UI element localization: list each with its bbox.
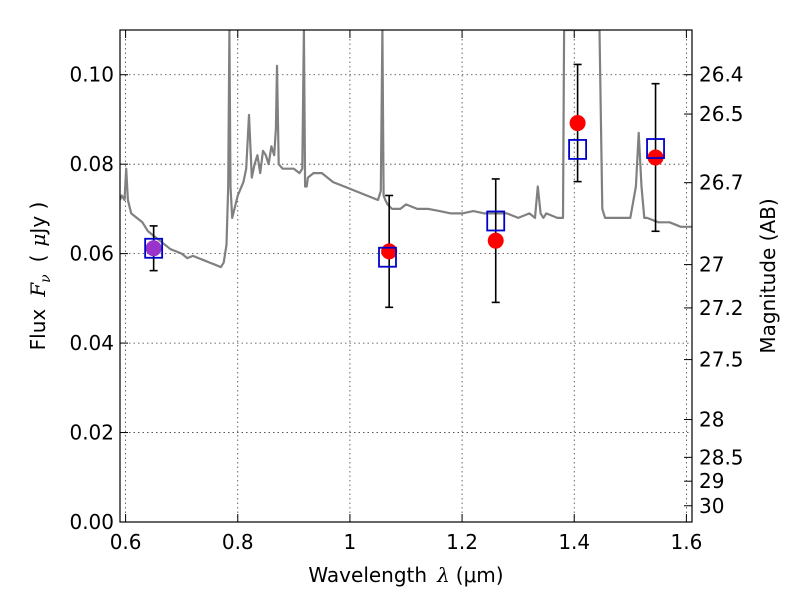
y2-tick-label: 26.5 (699, 102, 744, 126)
y-tick-label: 0.00 (69, 510, 114, 534)
x-tick-label: 1.2 (446, 530, 478, 554)
x-tick-label: 1 (344, 530, 357, 554)
observed-point (381, 243, 398, 260)
y-tick-label: 0.04 (69, 331, 114, 355)
observed-point (145, 240, 162, 257)
axis-ticks: 0.6 0.8 1 1.2 1.4 1.6 0.00 0.02 0.04 0.06 0.08 0.10… (69, 30, 744, 554)
y2-tick-label: 27.2 (699, 296, 744, 320)
observed-point (569, 115, 586, 132)
x-tick-label: 1.4 (558, 530, 590, 554)
y2-tick-label: 27 (699, 253, 724, 277)
model-point (486, 210, 506, 232)
y2-tick-label: 27.5 (699, 348, 744, 372)
y2-tick-label: 28 (699, 408, 724, 432)
x-tick-label: 0.8 (222, 530, 254, 554)
model-point (144, 237, 164, 259)
model-point (378, 246, 397, 268)
y2-axis-label: Magnitude (AB) (756, 198, 780, 353)
model-spectrum-line (120, 30, 692, 269)
y2-tick-label: 26.7 (699, 171, 744, 195)
model-point (568, 139, 587, 160)
y-tick-label: 0.02 (69, 421, 114, 445)
y2-tick-label: 29 (699, 469, 724, 493)
x-tick-label: 1.6 (670, 530, 702, 554)
observed-point (487, 232, 504, 249)
plot-frame (119, 29, 693, 523)
y-tick-label: 0.10 (69, 63, 114, 87)
grid-lines (120, 30, 692, 523)
y-tick-label: 0.08 (69, 152, 114, 176)
y2-tick-label: 28.5 (699, 445, 744, 469)
x-axis-label: Wavelength λ (μm) (308, 563, 503, 587)
y2-tick-label: 26.4 (699, 63, 744, 87)
model-point (646, 138, 665, 159)
x-tick-label: 0.6 (110, 530, 142, 554)
y2-tick-label: 30 (699, 494, 724, 518)
y-axis-label: FluxFν(μJy ) (26, 202, 54, 351)
plot-area (120, 30, 692, 309)
y-tick-label: 0.06 (69, 242, 114, 266)
